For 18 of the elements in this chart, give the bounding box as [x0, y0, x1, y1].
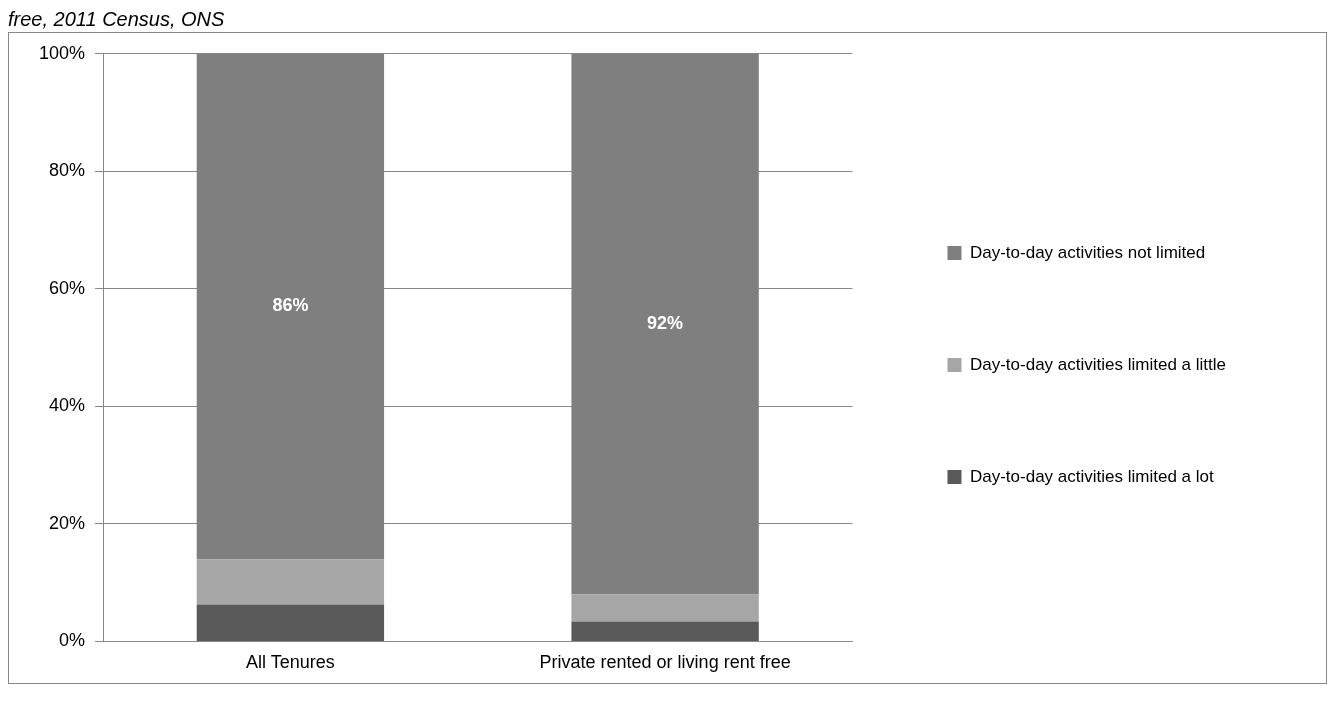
y-tick-label: 20% — [49, 512, 86, 533]
bar — [196, 604, 385, 641]
y-tick-label: 60% — [49, 277, 86, 298]
legend-label: Day-to-day activities limited a little — [969, 354, 1226, 374]
bar — [571, 621, 759, 641]
y-tick-label: 80% — [49, 160, 86, 181]
bar — [571, 594, 759, 622]
chart-title: free, 2011 Census, ONS — [8, 8, 226, 32]
data-label: 86% — [272, 295, 309, 316]
y-tick-label: 100% — [38, 42, 86, 63]
y-tick-label: 40% — [49, 395, 86, 416]
y-tick-label: 0% — [59, 630, 86, 651]
legend-label: Day-to-day activities not limited — [969, 242, 1206, 262]
legend-label: Day-to-day activities limited a lot — [969, 466, 1214, 486]
x-tick-label: All Tenures — [246, 652, 335, 673]
bar — [196, 559, 385, 605]
data-label: 92% — [647, 313, 684, 334]
x-tick-label: Private rented or living rent free — [539, 652, 791, 673]
